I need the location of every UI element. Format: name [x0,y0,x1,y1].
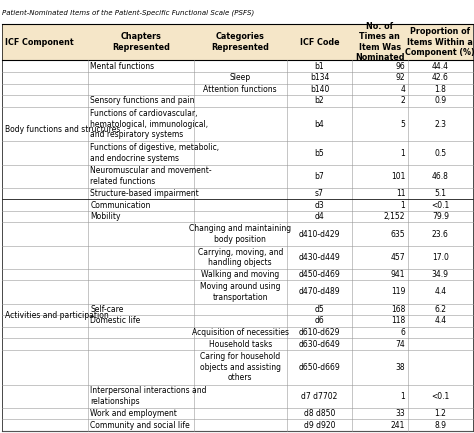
Text: 1: 1 [401,391,405,401]
Text: d6: d6 [315,317,324,325]
Text: Caring for household
objects and assisting
others: Caring for household objects and assisti… [200,352,281,382]
Text: b4: b4 [315,120,324,129]
Text: Interpersonal interactions and
relationships: Interpersonal interactions and relations… [91,386,207,406]
Text: <0.1: <0.1 [431,391,449,401]
Text: 0.9: 0.9 [434,97,447,106]
Text: d450-d469: d450-d469 [299,270,340,279]
Text: 4: 4 [401,85,405,94]
Text: 96: 96 [395,62,405,71]
Text: 92: 92 [396,73,405,82]
Text: Work and employment: Work and employment [91,409,177,418]
Text: 74: 74 [395,339,405,349]
Text: 8.9: 8.9 [434,420,447,430]
Text: Patient-Nominated Items of the Patient-Specific Functional Scale (PSFS): Patient-Nominated Items of the Patient-S… [2,10,255,16]
Text: Carrying, moving, and
handling objects: Carrying, moving, and handling objects [198,248,283,267]
Bar [2,24,473,61]
Text: Body functions and structures: Body functions and structures [5,126,120,134]
Text: d470-d489: d470-d489 [299,288,340,297]
Text: <0.1: <0.1 [431,200,449,210]
Text: 6.2: 6.2 [434,305,447,314]
Text: 118: 118 [391,317,405,325]
Text: d8 d850: d8 d850 [304,409,335,418]
Text: 1.8: 1.8 [434,85,446,94]
Text: 119: 119 [391,288,405,297]
Text: d630-d649: d630-d649 [299,339,340,349]
Text: Functions of cardiovascular,
hematological, immunological,
and respiratory syste: Functions of cardiovascular, hematologic… [91,109,209,139]
Text: b1: b1 [315,62,324,71]
Text: d610-d629: d610-d629 [299,328,340,337]
Text: Functions of digestive, metabolic,
and endocrine systems: Functions of digestive, metabolic, and e… [91,143,219,163]
Text: 168: 168 [391,305,405,314]
Text: 34.9: 34.9 [432,270,449,279]
Text: 11: 11 [396,189,405,198]
Text: Activities and participation: Activities and participation [5,310,109,320]
Text: 5.1: 5.1 [434,189,447,198]
Text: 941: 941 [391,270,405,279]
Text: Moving around using
transportation: Moving around using transportation [200,282,281,302]
Text: Chapters
Represented: Chapters Represented [112,32,170,52]
Text: 1: 1 [401,200,405,210]
Text: 4.4: 4.4 [434,288,447,297]
Text: d4: d4 [315,212,324,221]
Text: 44.4: 44.4 [432,62,449,71]
Text: 2: 2 [401,97,405,106]
Text: Communication: Communication [91,200,151,210]
Text: Changing and maintaining
body position: Changing and maintaining body position [189,224,292,244]
Text: b5: b5 [315,149,324,158]
Text: 457: 457 [391,253,405,262]
Text: 46.8: 46.8 [432,172,449,181]
Text: Community and social life: Community and social life [91,420,190,430]
Text: 2.3: 2.3 [434,120,447,129]
Text: b134: b134 [310,73,329,82]
Text: 1: 1 [401,149,405,158]
Text: Mental functions: Mental functions [91,62,155,71]
Text: 42.6: 42.6 [432,73,449,82]
Text: Walking and moving: Walking and moving [201,270,279,279]
Text: 23.6: 23.6 [432,229,449,239]
Text: d650-d669: d650-d669 [299,363,340,372]
Text: Proportion of
Items Within a
Component (%): Proportion of Items Within a Component (… [405,27,474,57]
Text: 17.0: 17.0 [432,253,449,262]
Text: b7: b7 [315,172,324,181]
Text: 2,152: 2,152 [384,212,405,221]
Text: s7: s7 [315,189,324,198]
Text: Household tasks: Household tasks [209,339,272,349]
Text: Neuromuscular and movement-
related functions: Neuromuscular and movement- related func… [91,167,212,186]
Text: Self-care: Self-care [91,305,124,314]
Text: Categories
Represented: Categories Represented [211,32,269,52]
Text: 6: 6 [401,328,405,337]
Text: Mobility: Mobility [91,212,121,221]
Text: d410-d429: d410-d429 [299,229,340,239]
Text: 33: 33 [395,409,405,418]
Text: Domestic life: Domestic life [91,317,141,325]
Text: d7 d7702: d7 d7702 [301,391,337,401]
Text: 79.9: 79.9 [432,212,449,221]
Text: b140: b140 [310,85,329,94]
Text: Attention functions: Attention functions [203,85,277,94]
Text: No. of
Times an
Item Was
Nominated: No. of Times an Item Was Nominated [355,22,405,62]
Text: 38: 38 [396,363,405,372]
Text: ICF Component: ICF Component [5,38,74,47]
Text: 4.4: 4.4 [434,317,447,325]
Text: d3: d3 [315,200,324,210]
Text: 5: 5 [401,120,405,129]
Text: 1.2: 1.2 [434,409,446,418]
Text: 635: 635 [391,229,405,239]
Text: d9 d920: d9 d920 [304,420,335,430]
Text: Acquisition of necessities: Acquisition of necessities [191,328,289,337]
Text: d430-d449: d430-d449 [299,253,340,262]
Text: 241: 241 [391,420,405,430]
Text: 101: 101 [391,172,405,181]
Text: ICF Code: ICF Code [300,38,339,47]
Text: b2: b2 [315,97,324,106]
Text: Structure-based impairment: Structure-based impairment [91,189,199,198]
Text: Sensory functions and pain: Sensory functions and pain [91,97,195,106]
Text: 0.5: 0.5 [434,149,447,158]
Text: Sleep: Sleep [230,73,251,82]
Text: d5: d5 [315,305,324,314]
